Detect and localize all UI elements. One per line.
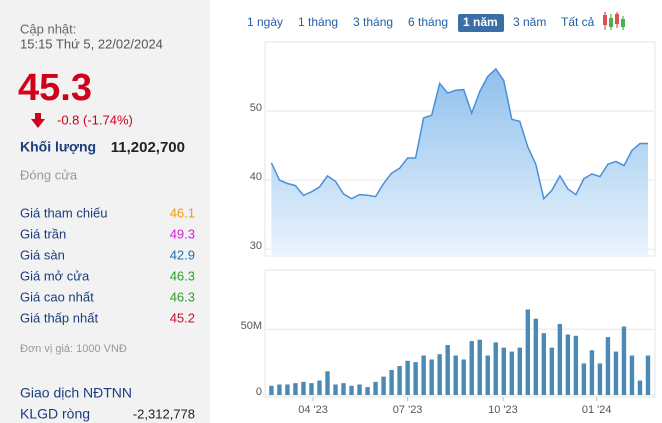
volume-bar [437, 354, 442, 395]
x-tick-label: 10 '23 [488, 404, 518, 416]
volume-bar [333, 384, 338, 395]
price-line [270, 67, 648, 201]
volume-bar [277, 384, 282, 395]
price-change: -0.8 (-1.74%) [57, 112, 133, 127]
volume-bar [349, 385, 354, 395]
status: Đóng cửa [20, 167, 78, 182]
y-tick-label: 0 [256, 386, 262, 398]
volume-bar [501, 347, 506, 395]
stat-label: Giá tham chiếu [20, 205, 107, 220]
stat-value: 46.3 [170, 289, 195, 304]
area-fill [271, 68, 648, 257]
volume-bar [581, 363, 587, 395]
volume-bar [573, 335, 579, 395]
net-label: KLGD ròng [20, 406, 90, 422]
volume-bar [421, 355, 426, 395]
volume-bar [477, 339, 482, 395]
volume-bar [469, 341, 474, 395]
volume-bar [589, 350, 595, 395]
stat-value: 49.3 [170, 226, 195, 241]
range-selector: 1 ngày 1 tháng 3 tháng 6 tháng 1 năm 3 năm Tất… [247, 14, 595, 32]
stat-label: Giá trần [20, 226, 66, 241]
volume-bar [525, 309, 531, 395]
volume-bar [445, 345, 450, 395]
down-arrow [31, 113, 45, 128]
range-active-bg [458, 14, 504, 32]
volume-bar [293, 383, 298, 395]
candle-icon [603, 12, 625, 30]
volume-bar [301, 381, 306, 395]
volume-bar [637, 380, 643, 395]
volume-bar [629, 355, 635, 395]
volume-bar [389, 370, 394, 395]
update-label: Cập nhật: [20, 21, 76, 36]
unit-note: Đơn vị giá: 1000 VNĐ [20, 343, 127, 355]
volume-bar [645, 355, 651, 395]
y-tick-label: 30 [250, 240, 262, 252]
volume-bar [285, 384, 290, 395]
volume-bar [397, 366, 402, 395]
stat-label: Giá mở cửa [20, 268, 90, 283]
volume-bar [317, 380, 322, 395]
foreign-title: Giao dịch NĐTNN [20, 385, 132, 401]
volume-bar [429, 359, 434, 395]
stat-label: Giá cao nhất [20, 289, 94, 304]
volume-bar [269, 385, 274, 395]
volume-bar [597, 363, 603, 395]
y-tick-label: 40 [250, 171, 262, 183]
volume-bar [557, 323, 563, 395]
range-button[interactable]: 3 năm [513, 15, 546, 29]
volume-bar [461, 359, 466, 395]
volume-bar [309, 383, 314, 395]
volume-bar [517, 347, 522, 395]
volume-bar [493, 342, 498, 395]
stat-value: 46.3 [170, 268, 195, 283]
volume-frame [264, 269, 656, 398]
stat-label: Giá thấp nhất [20, 310, 98, 325]
x-tick-label: 04 '23 [298, 404, 328, 416]
volume-bar [357, 384, 362, 395]
x-tick-label: 01 '24 [582, 404, 612, 416]
price: 45.3 [18, 67, 92, 109]
range-button[interactable]: 3 tháng [353, 15, 393, 29]
volume-bar [533, 318, 539, 395]
y-tick-label: 50M [241, 320, 262, 332]
volume-label: Khối lượng [20, 139, 96, 155]
volume-bar [365, 387, 370, 395]
volume-bar [341, 383, 346, 395]
volume-bar [509, 351, 514, 395]
y-tick-label: 50 [250, 102, 262, 114]
range-button[interactable]: 1 năm [463, 15, 498, 29]
volume-bar [413, 362, 418, 395]
range-button[interactable]: 1 ngày [247, 15, 283, 29]
volume-value: 11,202,700 [111, 139, 185, 156]
stat-value: 45.2 [170, 310, 195, 325]
volume-bar [373, 381, 378, 395]
volume-bar [485, 355, 490, 395]
sidebar-bg [0, 0, 210, 423]
range-button[interactable]: 6 tháng [408, 15, 448, 29]
volume-bar [541, 333, 547, 395]
volume-bar [549, 347, 555, 395]
volume-bar [565, 334, 571, 395]
volume-bar [405, 360, 410, 395]
volume-bar [605, 337, 611, 395]
volume-bar [453, 355, 458, 395]
volume-bar [621, 326, 627, 395]
range-button[interactable]: 1 tháng [298, 15, 338, 29]
stat-value: 42.9 [170, 247, 195, 262]
volume-bar [381, 376, 386, 395]
volume-bar [613, 351, 619, 395]
update-time: 15:15 Thứ 5, 22/02/2024 [20, 36, 163, 51]
range-button[interactable]: Tất cả [561, 15, 595, 29]
x-tick-label: 07 '23 [393, 404, 423, 416]
stats: Giá tham chiếu 46.1 Giá trần 49.3 Giá sàn 42.… [20, 205, 195, 325]
stat-label: Giá sàn [20, 247, 65, 262]
net-value: -2,312,778 [133, 406, 195, 421]
volume-bar [325, 371, 330, 395]
stat-value: 46.1 [170, 205, 195, 220]
